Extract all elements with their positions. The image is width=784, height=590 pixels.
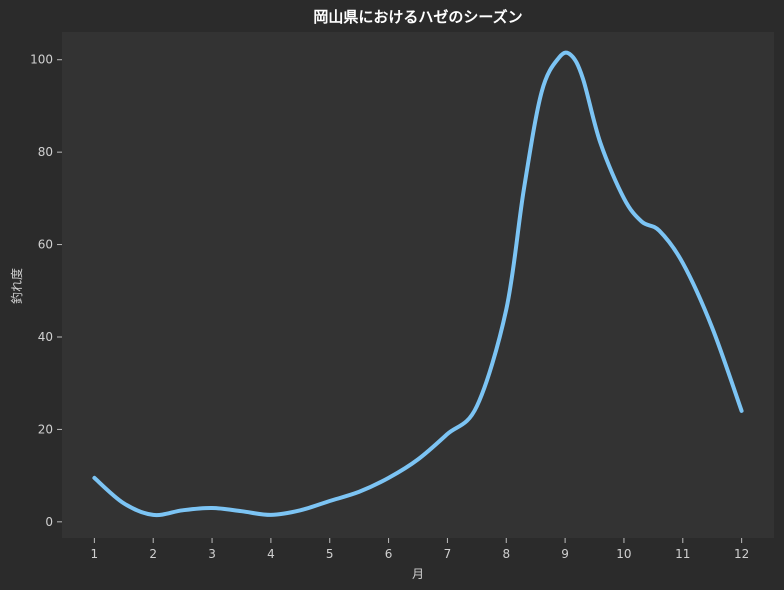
plot-area <box>62 32 774 538</box>
x-tick-label: 1 <box>91 547 99 561</box>
series-line <box>92 50 744 518</box>
y-tick-label: 20 <box>38 422 53 436</box>
y-tick-label: 100 <box>30 53 53 67</box>
x-tick-label: 6 <box>385 547 393 561</box>
x-tick-label: 12 <box>734 547 749 561</box>
x-tick-label: 8 <box>502 547 510 561</box>
y-tick-label: 60 <box>38 238 53 252</box>
x-tick-label: 2 <box>149 547 157 561</box>
x-axis: 1 2 3 4 5 6 7 8 9 10 11 12 <box>91 538 749 561</box>
x-tick-label: 7 <box>444 547 452 561</box>
x-tick-label: 9 <box>561 547 569 561</box>
x-tick-label: 3 <box>208 547 216 561</box>
y-tick-label: 40 <box>38 330 53 344</box>
y-axis-label: 釣れ度 <box>9 268 24 304</box>
x-tick-label: 4 <box>267 547 275 561</box>
x-tick-label: 11 <box>675 547 690 561</box>
y-axis: 0 20 40 60 80 100 <box>30 53 62 529</box>
x-tick-label: 10 <box>616 547 631 561</box>
x-axis-label: 月 <box>412 567 424 581</box>
y-tick-label: 80 <box>38 145 53 159</box>
x-tick-label: 5 <box>326 547 334 561</box>
chart-title: 岡山県におけるハゼのシーズン <box>313 8 522 26</box>
y-tick-label: 0 <box>45 515 53 529</box>
